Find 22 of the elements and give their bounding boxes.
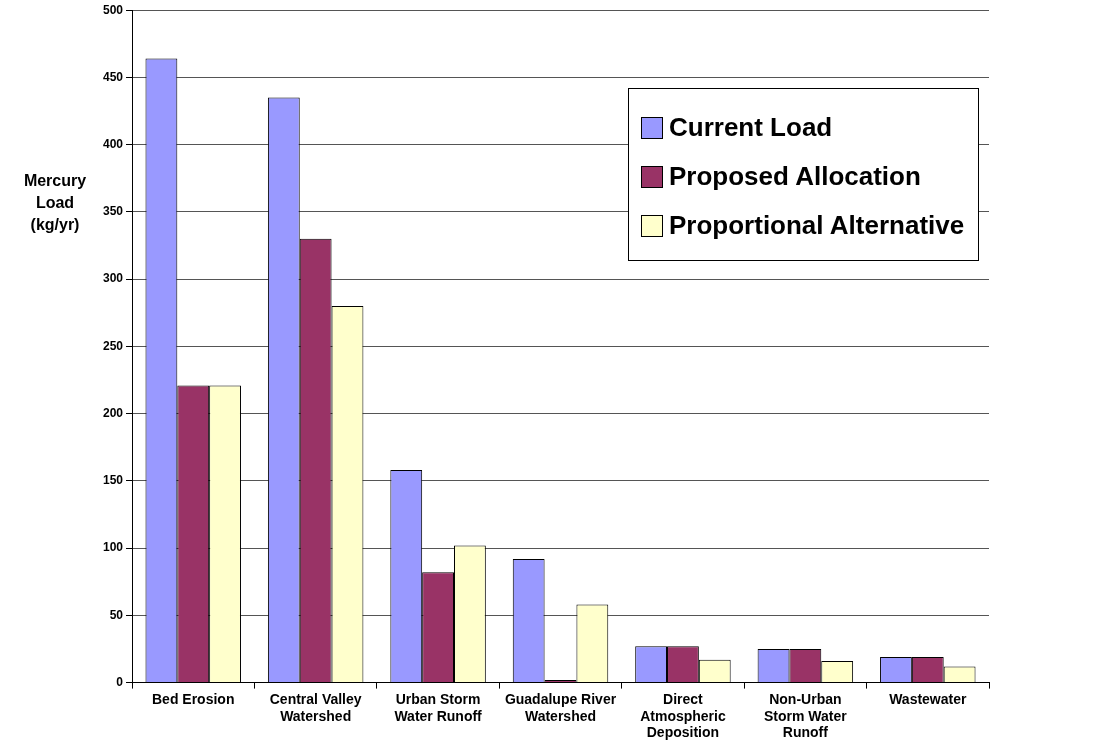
x-tick-label: Guadalupe River Watershed xyxy=(504,690,617,724)
x-tick-label: Direct Atmospheric Deposition xyxy=(640,690,726,741)
x-tick-label: Urban Storm Water Runoff xyxy=(394,690,483,724)
y-tick-label: 400 xyxy=(102,136,124,151)
legend-label: Current Load xyxy=(669,112,833,144)
x-tick-label: Wastewater xyxy=(889,690,967,707)
y-tick-label: 150 xyxy=(102,473,124,488)
y-tick-label: 0 xyxy=(116,674,124,689)
legend-label: Proposed Allocation xyxy=(669,161,921,193)
y-axis-title: Mercury Load (kg/yr) xyxy=(23,172,87,234)
y-tick-label: 200 xyxy=(102,405,124,420)
y-tick-label: 250 xyxy=(102,338,124,353)
y-tick-label: 500 xyxy=(102,2,124,17)
y-tick-label: 50 xyxy=(109,607,124,622)
y-tick-label: 450 xyxy=(102,69,124,84)
y-tick-label: 100 xyxy=(102,540,124,555)
y-tick-label: 350 xyxy=(102,204,124,219)
y-tick-label: 300 xyxy=(102,271,124,286)
x-tick-label: Central Valley Watershed xyxy=(269,690,362,724)
x-tick-label: Non-Urban Storm Water Runoff xyxy=(764,690,848,741)
x-tick-label: Bed Erosion xyxy=(152,690,235,707)
legend-label: Proportional Alternative xyxy=(669,210,965,242)
